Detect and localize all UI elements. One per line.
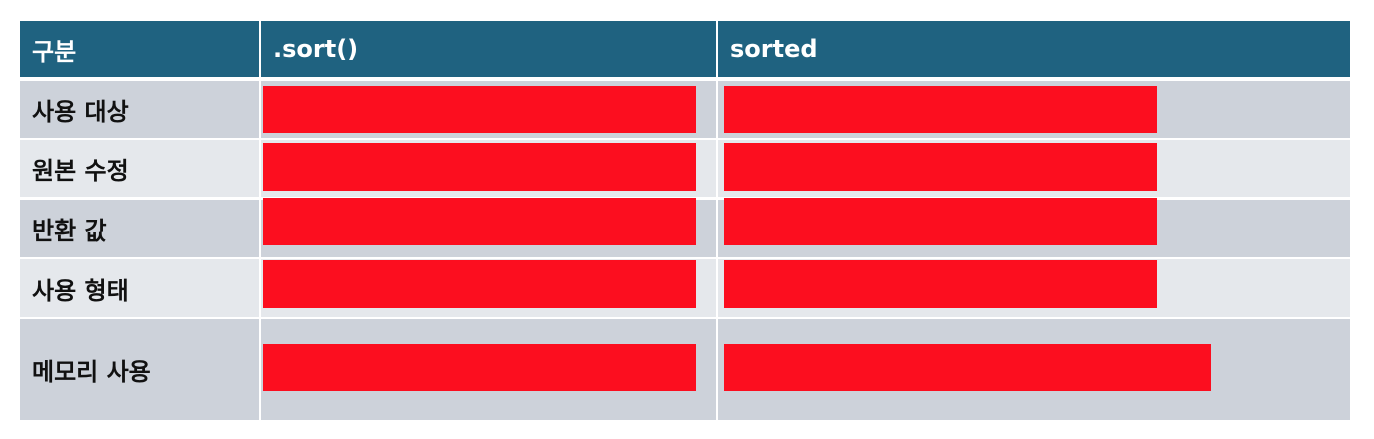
redaction-block [724,260,1157,308]
header-sort-method: .sort() [261,21,716,77]
redaction-block [724,143,1157,191]
header-sorted-function: sorted [718,21,1350,77]
row-label-text: 원본 수정 [32,157,129,185]
row-label: 사용 형태 [20,259,259,317]
redaction-block [263,143,696,191]
redaction-block [263,198,696,245]
header-label: sorted [730,35,818,63]
redaction-block [724,86,1157,133]
redaction-block [263,260,696,308]
row-label: 원본 수정 [20,140,259,197]
row-label-text: 사용 대상 [32,98,129,126]
header-label: 구분 [32,37,77,66]
row-label: 사용 대상 [20,81,259,138]
redaction-block [263,344,696,391]
row-label-text: 메모리 사용 [32,358,151,386]
redaction-block [724,344,1211,391]
row-label-text: 사용 형태 [32,276,129,305]
row-label: 반환 값 [20,200,259,257]
header-label: .sort() [273,35,359,63]
header-category: 구분 [20,21,259,77]
row-label-text: 반환 값 [32,217,107,245]
row-label: 메모리 사용 [20,319,259,420]
redaction-block [724,198,1157,245]
redaction-block [263,86,696,133]
